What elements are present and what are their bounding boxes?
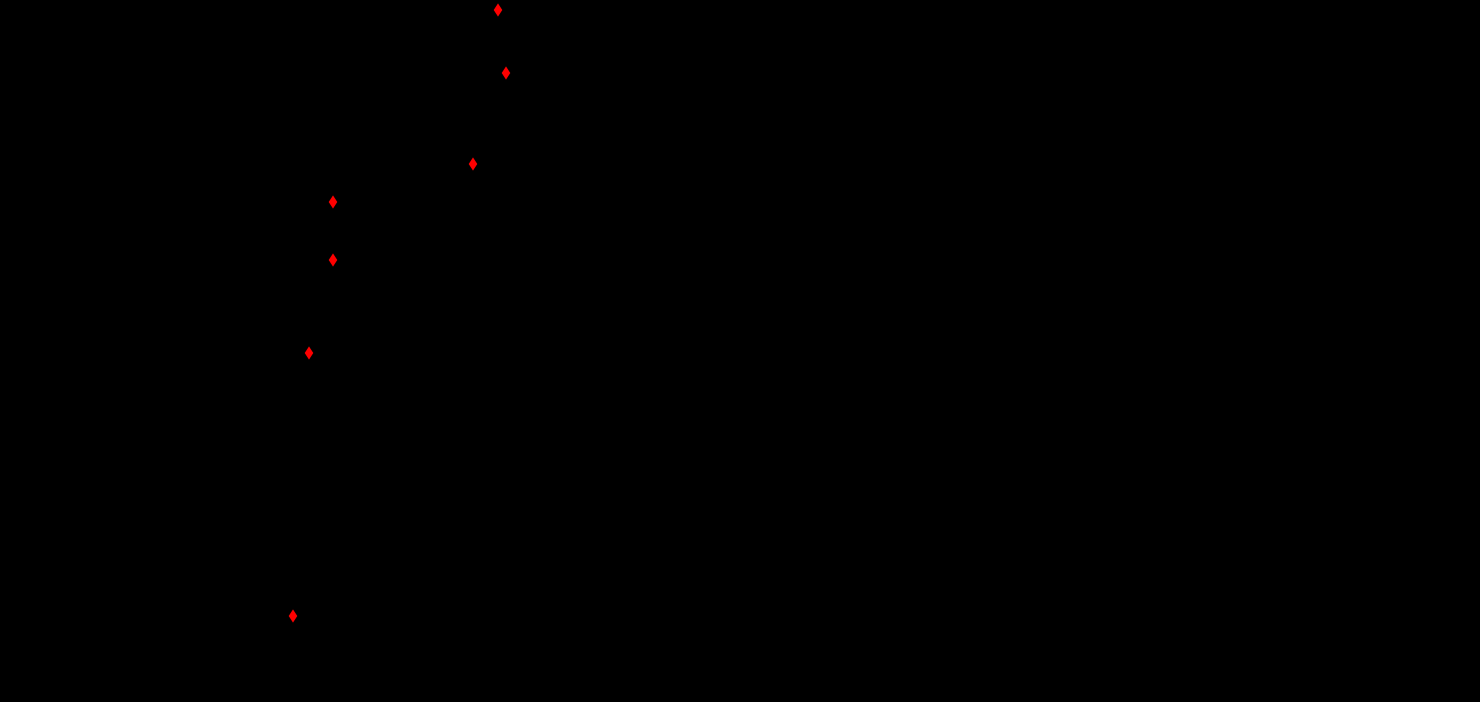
scatter-chart (0, 0, 1480, 702)
chart-background (0, 0, 1480, 702)
